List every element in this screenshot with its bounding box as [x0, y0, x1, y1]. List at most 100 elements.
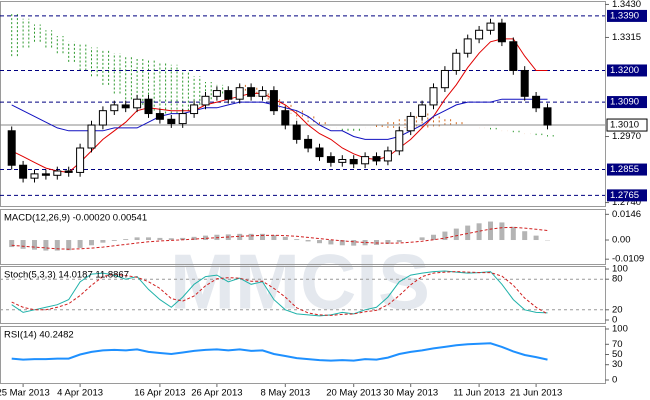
indicator-line — [11, 98, 548, 140]
candle-body — [87, 124, 96, 149]
indicator-line — [11, 271, 548, 316]
panel-frame — [0, 1, 606, 207]
candle-body — [30, 173, 39, 179]
y-tick-label: 80 — [612, 274, 623, 285]
histogram-bar — [77, 240, 83, 248]
y-tick-label: 0.00 — [612, 235, 631, 246]
histogram-bar — [533, 235, 539, 241]
current-price-label: 1.3010 — [610, 120, 639, 131]
candle-body — [532, 95, 541, 109]
histogram-bar — [362, 240, 368, 246]
y-tick-label: 50 — [612, 349, 623, 360]
histogram-bar — [100, 240, 106, 243]
y-tick-label: 1.2970 — [612, 131, 641, 142]
candle-body — [509, 41, 518, 71]
candle-body — [292, 124, 301, 140]
candle-body — [53, 170, 62, 176]
candle-body — [395, 130, 404, 152]
histogram-bar — [168, 238, 174, 241]
candle-body — [64, 170, 73, 173]
histogram-bar — [111, 240, 117, 241]
candle-body — [178, 113, 187, 125]
candle-body — [258, 90, 267, 97]
histogram-bar — [522, 231, 528, 241]
histogram-bar — [328, 240, 334, 245]
histogram-bar — [157, 237, 163, 241]
panel-title: MACD(12,26,9) -0.00020 0.00541 — [4, 213, 147, 224]
candle-body — [201, 95, 210, 106]
histogram-bar — [442, 231, 448, 241]
histogram-bar — [66, 240, 72, 251]
panel-title: RSI(14) 40.2482 — [4, 330, 74, 341]
x-tick-label: 8 May 2013 — [260, 388, 310, 399]
level-box — [607, 96, 647, 109]
histogram-bar — [134, 237, 140, 241]
panel-frame — [0, 266, 606, 324]
candle-body — [76, 147, 85, 173]
candle-body — [452, 52, 461, 71]
histogram-bar — [294, 239, 300, 241]
level-label: 1.2765 — [610, 190, 639, 201]
candle-body — [110, 104, 119, 112]
candle-body — [155, 113, 164, 120]
candle-body — [406, 115, 415, 132]
histogram-bar — [89, 240, 94, 246]
candle-body — [520, 69, 529, 97]
x-tick-label: 21 Jun 2013 — [510, 388, 562, 399]
candle-body — [247, 87, 256, 97]
y-tick-label: 70 — [612, 339, 623, 350]
histogram-bar — [385, 240, 391, 244]
candle-body — [235, 87, 244, 100]
indicator-line — [11, 342, 548, 362]
histogram-bar — [237, 233, 243, 241]
x-tick-label: 25 Mar 2013 — [0, 388, 50, 399]
level-label: 1.3200 — [610, 65, 639, 76]
y-tick-label: 1.3315 — [612, 32, 641, 43]
level-box — [607, 189, 647, 202]
y-tick-label: -0.0109 — [612, 254, 644, 265]
candle-body — [281, 110, 290, 126]
candle-body — [372, 156, 381, 162]
y-tick-label: 0 — [612, 315, 617, 326]
candle-body — [418, 104, 427, 117]
candle-body — [463, 38, 472, 54]
histogram-bar — [9, 240, 15, 248]
level-box — [607, 163, 647, 176]
candle-body — [304, 138, 313, 149]
histogram-bar — [419, 237, 425, 241]
y-tick-label: 100 — [612, 264, 628, 275]
histogram-bar — [510, 226, 516, 241]
candle-body — [121, 104, 130, 109]
candle-body — [167, 118, 176, 125]
histogram-bar — [488, 221, 493, 241]
candle-body — [212, 90, 221, 97]
candle-body — [326, 156, 335, 163]
histogram-bar — [351, 240, 357, 246]
histogram-bar — [32, 240, 37, 250]
candle-body — [475, 29, 484, 40]
x-tick-label: 11 Jun 2013 — [453, 388, 505, 399]
indicator-line — [11, 270, 548, 317]
histogram-bar — [305, 240, 311, 242]
candle-body — [41, 173, 50, 176]
histogram-bar — [271, 235, 277, 241]
current-price-box — [606, 118, 648, 132]
watermark: MMCIS — [170, 238, 430, 326]
x-tick-label: 20 May 2013 — [326, 388, 381, 399]
level-box — [607, 9, 647, 22]
histogram-bar — [396, 240, 402, 243]
candle-body — [133, 98, 142, 109]
level-box — [607, 64, 647, 77]
panel-frame — [0, 326, 606, 384]
candle-body — [338, 158, 347, 163]
panel-frame — [0, 209, 606, 265]
x-tick-label: 4 Apr 2013 — [57, 388, 103, 399]
histogram-bar — [374, 240, 379, 245]
histogram-bar — [431, 234, 436, 241]
y-tick-label: 1.3430 — [612, 0, 641, 10]
panel-title: Stoch(5,3,3) 14.0187 11.8867 — [4, 270, 129, 281]
histogram-bar — [146, 237, 151, 241]
candle-body — [349, 158, 358, 165]
histogram-bar — [43, 240, 49, 251]
candle-body — [7, 130, 16, 166]
